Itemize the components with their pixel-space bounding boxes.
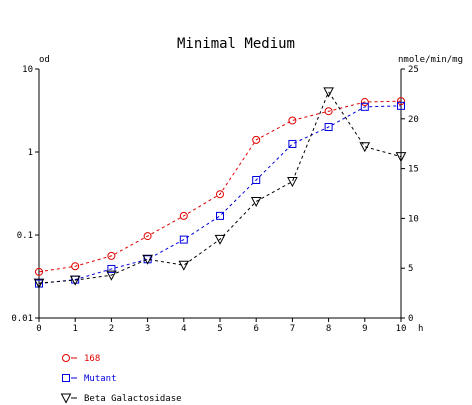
x-axis-unit: h	[418, 324, 423, 334]
data-point	[397, 97, 405, 106]
data-point	[216, 190, 224, 199]
legend-label: Mutant	[84, 374, 117, 384]
data-point	[106, 270, 117, 281]
data-point	[107, 251, 116, 260]
data-point	[360, 98, 369, 107]
legend-item: 168	[62, 354, 100, 364]
series-0	[35, 97, 405, 276]
series-2	[33, 87, 407, 289]
x-tick-label: 8	[326, 324, 331, 334]
data-point	[359, 142, 371, 153]
left-tick-label: 0.1	[17, 231, 33, 241]
right-axis-label: nmole/min/mg	[398, 55, 463, 65]
legend-label: 168	[84, 354, 100, 364]
right-tick-label: 5	[408, 264, 413, 274]
x-tick-label: 0	[36, 324, 41, 334]
data-point	[179, 235, 188, 244]
right-tick-label: 0	[408, 314, 413, 324]
data-point	[288, 116, 297, 125]
data-point	[252, 175, 261, 184]
legend-marker	[62, 354, 70, 362]
legend-marker	[62, 374, 70, 382]
data-point	[143, 232, 152, 241]
chart-title: Minimal Medium	[177, 36, 295, 52]
legend: 168 Mutant Beta Galactosidase	[60, 354, 182, 404]
right-tick-label: 15	[408, 165, 419, 175]
x-tick-label: 6	[253, 324, 258, 334]
x-tick-label: 1	[72, 324, 77, 334]
x-tick-label: 4	[181, 324, 186, 334]
x-tick-label: 3	[145, 324, 150, 334]
legend-marker	[60, 393, 72, 404]
data-point	[71, 262, 80, 271]
data-point	[324, 107, 333, 116]
series-line	[38, 100, 402, 273]
left-tick-label: 10	[22, 65, 33, 75]
data-point	[397, 101, 405, 110]
x-tick-label: 10	[396, 324, 407, 334]
x-tick-label: 5	[217, 324, 222, 334]
data-point	[250, 196, 262, 208]
data-point	[395, 152, 407, 163]
legend-item: Mutant	[62, 374, 117, 384]
data-point	[323, 87, 334, 98]
data-point	[214, 234, 226, 245]
left-ticks: 0.01 0.1 1 10	[11, 65, 39, 324]
right-ticks: 0 5 10 15 20 25	[401, 65, 419, 324]
data-point	[33, 278, 45, 289]
data-point	[107, 264, 116, 273]
x-ticks: 0 1 2 3 4 5 6 7 8 9 10	[36, 318, 406, 334]
data-point	[35, 267, 43, 276]
x-tick-label: 2	[109, 324, 114, 334]
left-axis-label: od	[39, 55, 50, 65]
right-tick-label: 25	[408, 65, 419, 75]
data-point	[252, 135, 261, 144]
series-line	[38, 105, 402, 285]
data-point	[216, 211, 224, 220]
left-tick-label: 1	[28, 148, 33, 158]
data-point	[178, 260, 190, 271]
legend-label: Beta Galactosidase	[84, 394, 182, 404]
x-tick-label: 7	[290, 324, 295, 334]
data-point	[179, 211, 188, 220]
data-point	[287, 177, 298, 188]
data-point	[324, 123, 333, 132]
x-tick-label: 9	[362, 324, 367, 334]
data-point	[288, 139, 297, 148]
legend-item: Beta Galactosidase	[60, 393, 182, 404]
series-line	[38, 90, 402, 284]
right-tick-label: 20	[408, 115, 419, 125]
data-point	[69, 275, 81, 286]
left-tick-label: 0.01	[11, 314, 33, 324]
data-point	[142, 254, 153, 265]
data-point	[360, 102, 369, 111]
series-layer	[33, 87, 407, 289]
right-tick-label: 10	[408, 214, 419, 224]
